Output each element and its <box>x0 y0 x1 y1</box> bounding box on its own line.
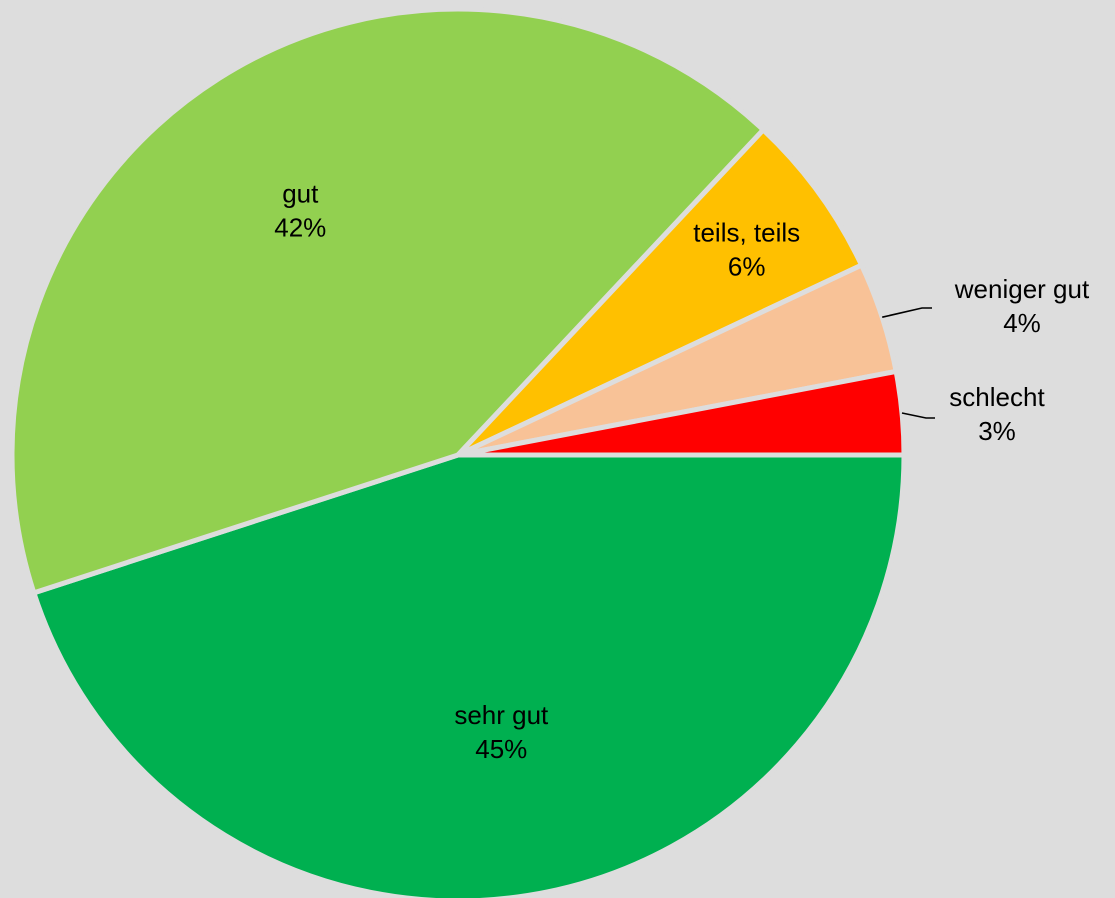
slice-percent-label: 3% <box>978 416 1016 446</box>
pie-slice-teils-teils <box>455 127 865 458</box>
pie-slice-sehr-gut <box>31 452 907 898</box>
slices-layer <box>9 6 907 898</box>
slice-category-label: weniger gut <box>954 274 1090 304</box>
slice-category-label: schlecht <box>949 382 1045 412</box>
slice-category-label: gut <box>282 179 319 209</box>
leader-line-schlecht <box>901 412 935 419</box>
slice-percent-label: 4% <box>1003 308 1041 338</box>
pie-slice-gut <box>9 6 766 596</box>
leader-line-weniger-gut <box>882 307 932 318</box>
labels-layer: sehr gut 45% gut 42% teils, teils 6% weniger g… <box>274 179 1090 765</box>
slice-category-label: sehr gut <box>454 700 549 730</box>
slice-category-label: teils, teils <box>693 217 800 247</box>
pie-slice-schlecht <box>455 368 907 458</box>
leader-lines-layer <box>882 307 935 419</box>
slice-percent-label: 45% <box>475 734 527 764</box>
slice-percent-label: 6% <box>728 251 766 281</box>
slice-percent-label: 42% <box>274 213 326 243</box>
